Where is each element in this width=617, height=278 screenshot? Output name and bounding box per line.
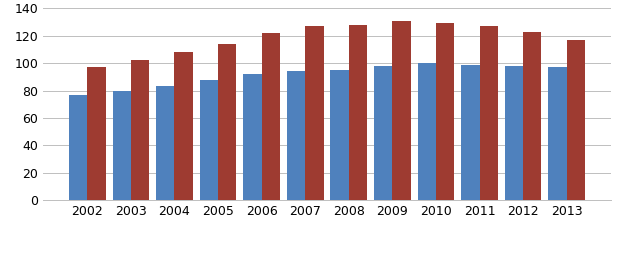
- Bar: [156, 86, 175, 200]
- Bar: [567, 40, 585, 200]
- Bar: [374, 66, 392, 200]
- Bar: [479, 26, 498, 200]
- Bar: [262, 33, 280, 200]
- Bar: [175, 52, 193, 200]
- Bar: [218, 44, 236, 200]
- Bar: [69, 95, 87, 200]
- Bar: [131, 60, 149, 200]
- Bar: [436, 23, 454, 200]
- Bar: [549, 67, 567, 200]
- Bar: [243, 74, 262, 200]
- Bar: [418, 63, 436, 200]
- Bar: [505, 66, 523, 200]
- Bar: [200, 80, 218, 200]
- Bar: [112, 91, 131, 200]
- Bar: [287, 71, 305, 200]
- Bar: [331, 70, 349, 200]
- Bar: [392, 21, 411, 200]
- Legend: Euro area (17), Portugal: Euro area (17), Portugal: [78, 276, 277, 278]
- Bar: [523, 32, 542, 200]
- Bar: [305, 26, 323, 200]
- Bar: [349, 25, 367, 200]
- Bar: [462, 64, 479, 200]
- Bar: [87, 67, 106, 200]
